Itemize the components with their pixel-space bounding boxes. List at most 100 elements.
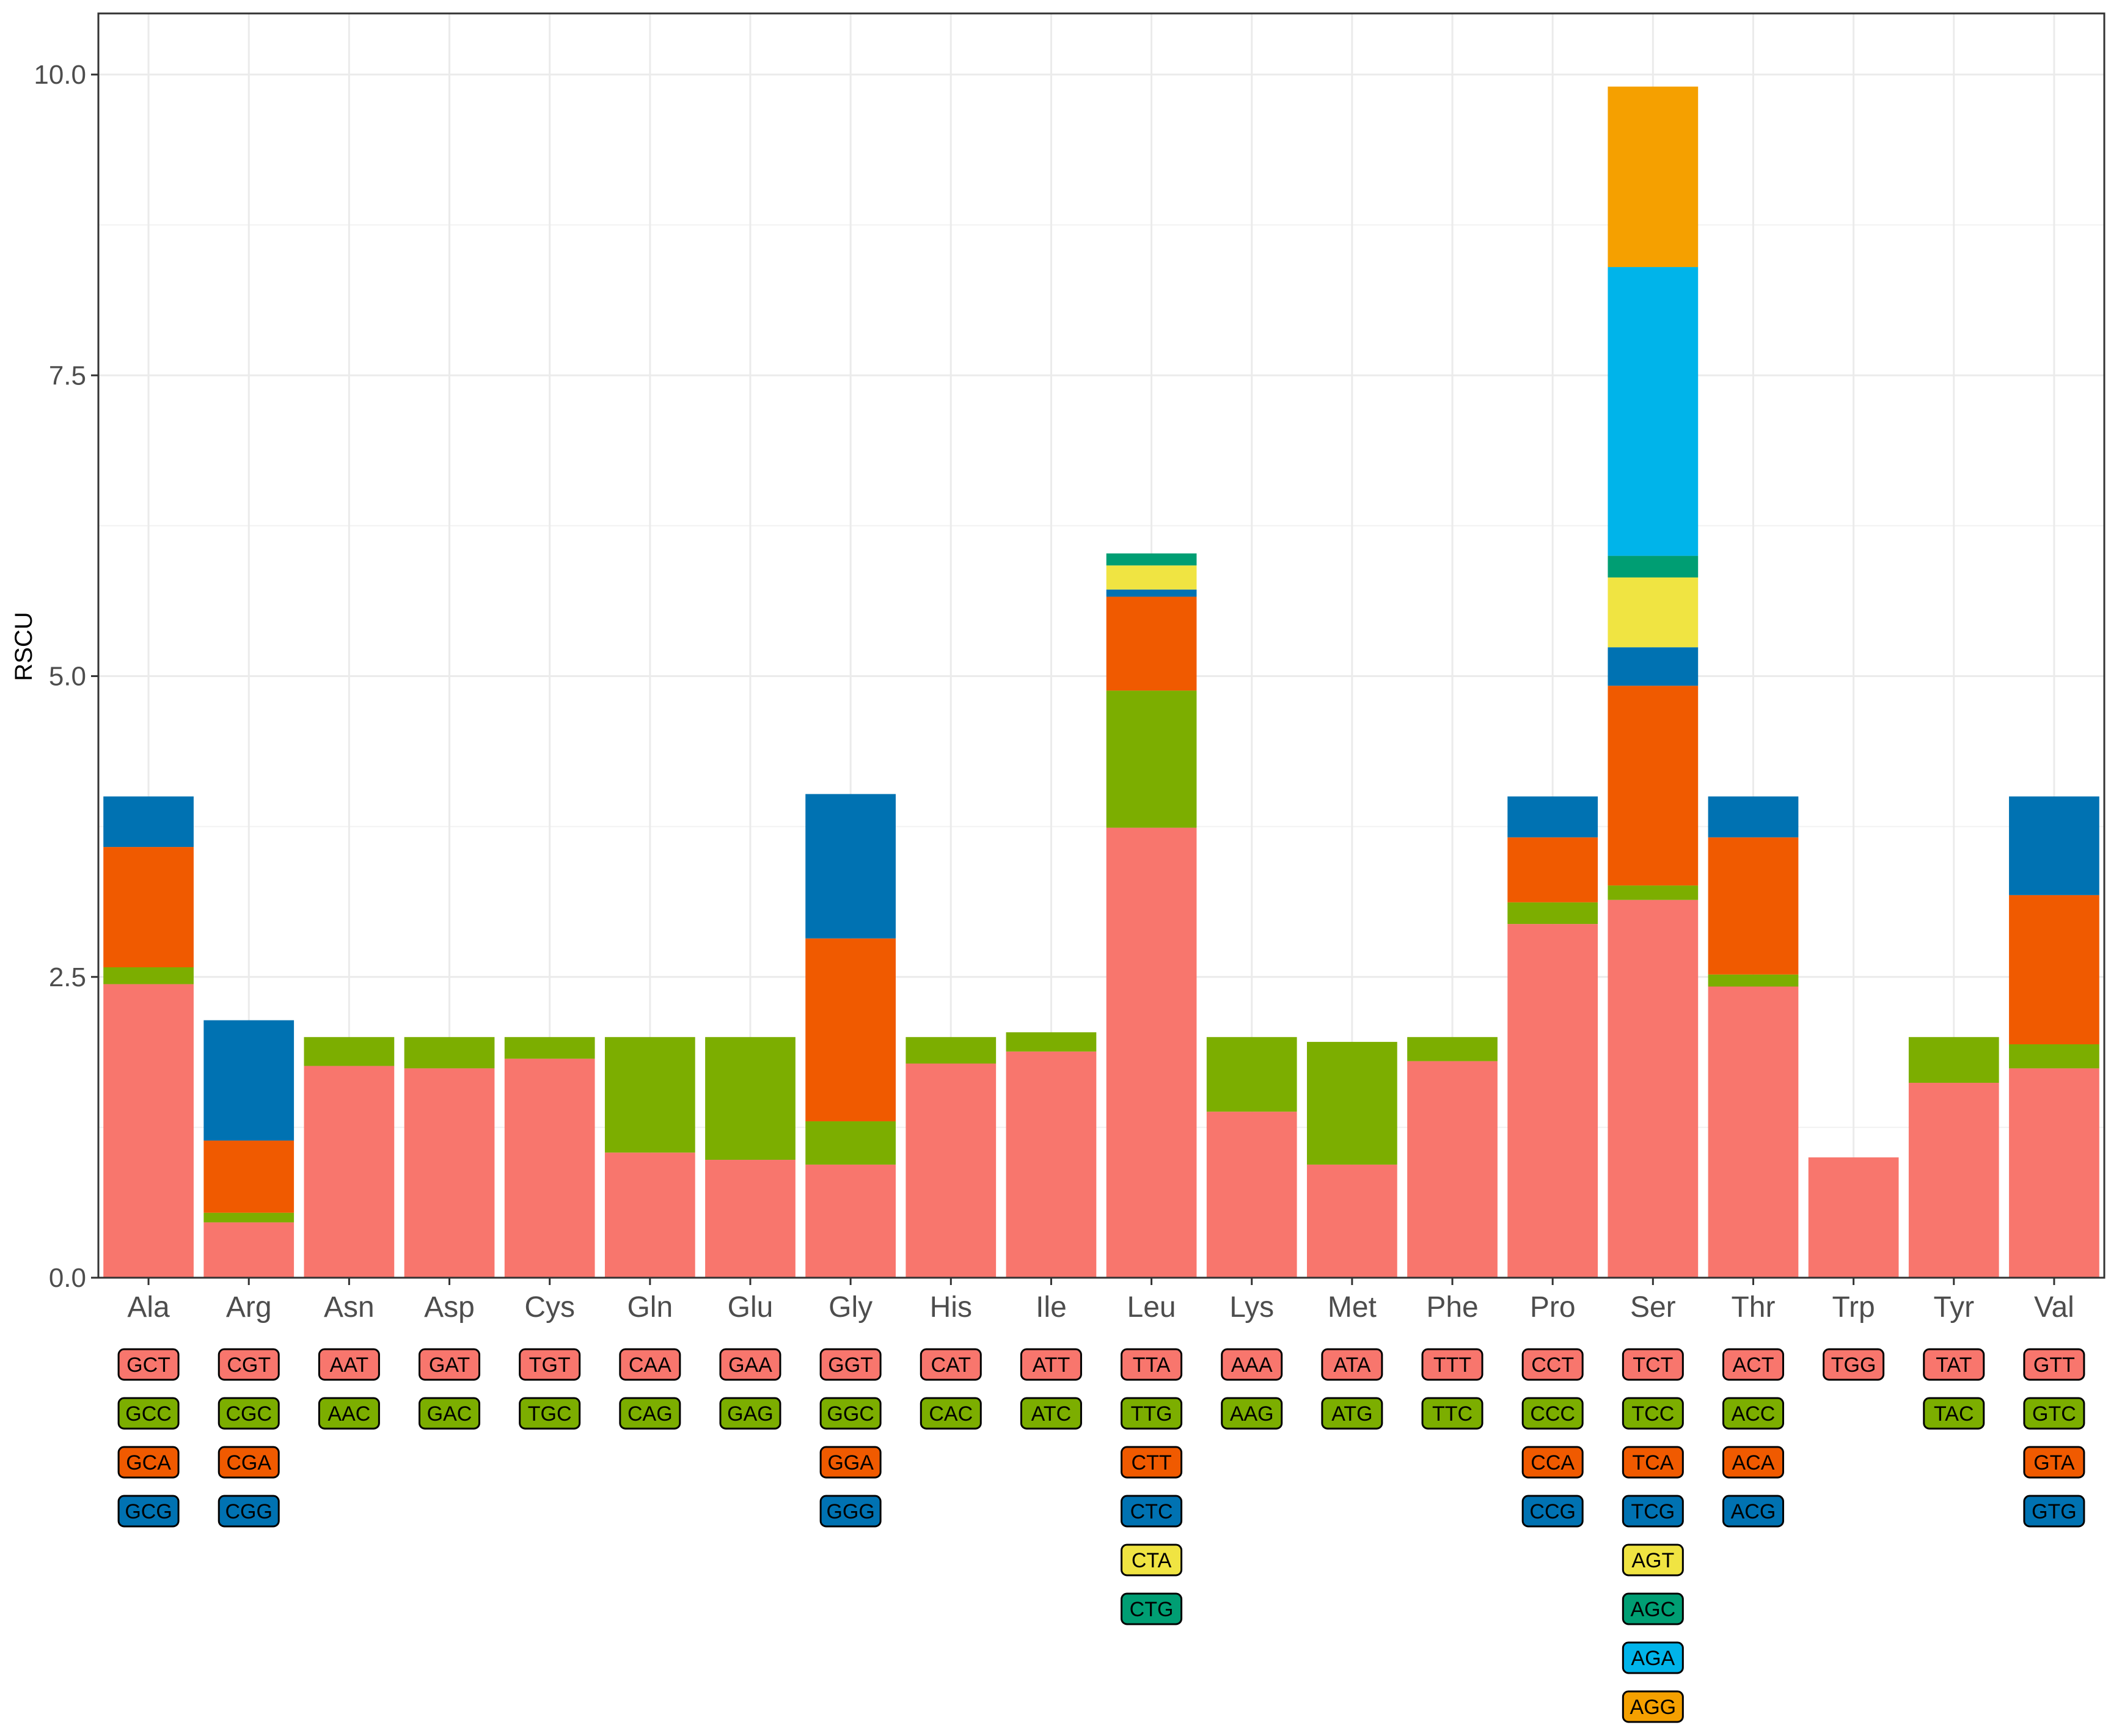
- codon-label-ggg: GGG: [826, 1500, 874, 1523]
- bar-segment-ile-atc: [1006, 1032, 1097, 1052]
- codon-label-gct: GCT: [126, 1353, 170, 1377]
- bar-segment-gly-ggt: [805, 1164, 896, 1278]
- codon-label-box: [117, 1348, 180, 1381]
- codon-label-box: [419, 1348, 481, 1381]
- codon-label-tct: TCT: [1633, 1353, 1673, 1377]
- codon-label-box: [1121, 1446, 1183, 1479]
- codon-label-tca: TCA: [1632, 1451, 1674, 1474]
- codon-label-box: [519, 1397, 581, 1430]
- codon-label-box: [1521, 1446, 1584, 1479]
- bar-segment-pro-ccc: [1507, 902, 1598, 925]
- codon-label-box: [1923, 1348, 1985, 1381]
- bar-segment-gly-gga: [805, 938, 896, 1122]
- codon-label-box: [920, 1348, 982, 1381]
- x-tick-label-leu: Leu: [1127, 1291, 1176, 1324]
- y-tick-label: 2.5: [49, 962, 86, 992]
- codon-label-tgg: TGG: [1831, 1353, 1876, 1377]
- y-tick-label: 7.5: [49, 361, 86, 390]
- codon-label-aac: AAC: [327, 1402, 370, 1426]
- bar-segment-gln-caa: [604, 1152, 695, 1278]
- bar-segment-val-gta: [2009, 895, 2099, 1045]
- codon-label-box: [1221, 1397, 1283, 1430]
- codon-label-box: [318, 1348, 380, 1381]
- bar-segment-leu-ttg: [1106, 690, 1197, 828]
- codon-label-agt: AGT: [1631, 1549, 1674, 1572]
- codon-label-box: [419, 1397, 481, 1430]
- codon-label-aca: ACA: [1732, 1451, 1775, 1474]
- codon-label-ctt: CTT: [1132, 1451, 1172, 1474]
- codon-label-box: [1121, 1592, 1183, 1625]
- x-tick-label-phe: Phe: [1426, 1291, 1478, 1324]
- codon-label-box: [719, 1348, 781, 1381]
- codon-label-box: [1622, 1495, 1684, 1528]
- x-tick-label-thr: Thr: [1731, 1291, 1775, 1324]
- bar-segment-ala-gca: [103, 847, 194, 967]
- codon-label-aag: AAG: [1230, 1402, 1274, 1426]
- codon-label-cat: CAT: [931, 1353, 971, 1377]
- codon-label-ttt: TTT: [1433, 1353, 1471, 1377]
- codon-label-box: [1121, 1397, 1183, 1430]
- bar-segment-his-cac: [906, 1037, 997, 1064]
- codon-label-box: [117, 1446, 180, 1479]
- codon-label-box: [1421, 1397, 1484, 1430]
- bar-segment-arg-cgt: [203, 1222, 295, 1278]
- codon-label-box: [619, 1397, 681, 1430]
- x-tick-label-asn: Asn: [324, 1291, 375, 1324]
- bar-segment-pro-ccg: [1507, 796, 1598, 838]
- bar-segment-tyr-tac: [1908, 1037, 1999, 1083]
- codon-label-box: [1121, 1495, 1183, 1528]
- bar-segment-leu-ctg: [1106, 553, 1197, 566]
- bar-segment-val-gtg: [2009, 796, 2099, 895]
- bar-segment-ala-gcc: [103, 967, 194, 984]
- codon-label-box: [1823, 1348, 1885, 1381]
- codon-label-box: [1521, 1348, 1584, 1381]
- codon-label-box: [117, 1495, 180, 1528]
- bar-segment-glu-gaa: [705, 1160, 796, 1278]
- y-tick-label: 0.0: [49, 1263, 86, 1293]
- codon-label-aga: AGA: [1631, 1647, 1675, 1670]
- bar-segment-thr-acg: [1708, 796, 1799, 838]
- codon-label-tta: TTA: [1133, 1353, 1171, 1377]
- codon-label-box: [1321, 1397, 1383, 1430]
- codon-label-tac: TAC: [1934, 1402, 1974, 1426]
- bar-segment-thr-acc: [1708, 974, 1799, 987]
- codon-label-ccc: CCC: [1530, 1402, 1575, 1426]
- codon-label-box: [218, 1495, 280, 1528]
- codon-label-box: [2023, 1348, 2085, 1381]
- codon-label-ctc: CTC: [1130, 1500, 1173, 1523]
- bar-segment-ser-agc: [1608, 555, 1699, 578]
- codon-label-box: [719, 1397, 781, 1430]
- x-tick-label-gly: Gly: [829, 1291, 873, 1324]
- x-tick-label-his: His: [930, 1291, 972, 1324]
- codon-label-gga: GGA: [827, 1451, 874, 1474]
- bar-segment-gln-cag: [604, 1037, 695, 1153]
- codon-label-gag: GAG: [727, 1402, 774, 1426]
- bar-segment-lys-aag: [1206, 1037, 1297, 1112]
- codon-label-cgg: CGG: [225, 1500, 272, 1523]
- codon-label-box: [1221, 1348, 1283, 1381]
- bar-segment-trp-tgg: [1808, 1157, 1899, 1278]
- codon-label-box: [1421, 1348, 1484, 1381]
- bar-segment-asn-aac: [304, 1037, 395, 1066]
- y-axis: 0.0 2.5 5.0 7.5 10.0: [34, 60, 98, 1293]
- codon-label-atc: ATC: [1031, 1402, 1071, 1426]
- codon-label-gaa: GAA: [728, 1353, 772, 1377]
- bar-segment-gly-ggg: [805, 794, 896, 939]
- bar-segment-thr-act: [1708, 986, 1799, 1278]
- codon-label-aaa: AAA: [1231, 1353, 1273, 1377]
- x-tick-label-met: Met: [1328, 1291, 1377, 1324]
- codon-label-box: [1722, 1446, 1784, 1479]
- bar-segment-val-gtc: [2009, 1044, 2099, 1069]
- y-tick-label: 5.0: [49, 662, 86, 692]
- bar-segment-cys-tgc: [504, 1037, 595, 1059]
- bar-segment-arg-cgc: [203, 1212, 295, 1223]
- bar-segment-lys-aaa: [1206, 1112, 1297, 1278]
- codon-label-cga: CGA: [226, 1451, 271, 1474]
- x-tick-label-ile: Ile: [1036, 1291, 1067, 1324]
- codon-label-box: [1722, 1397, 1784, 1430]
- x-tick-label-gln: Gln: [627, 1291, 673, 1324]
- x-tick-label-tyr: Tyr: [1933, 1291, 1974, 1324]
- y-axis-label: RSCU: [10, 612, 37, 681]
- codon-label-att: ATT: [1033, 1353, 1070, 1377]
- bar-segment-asn-aat: [304, 1066, 395, 1278]
